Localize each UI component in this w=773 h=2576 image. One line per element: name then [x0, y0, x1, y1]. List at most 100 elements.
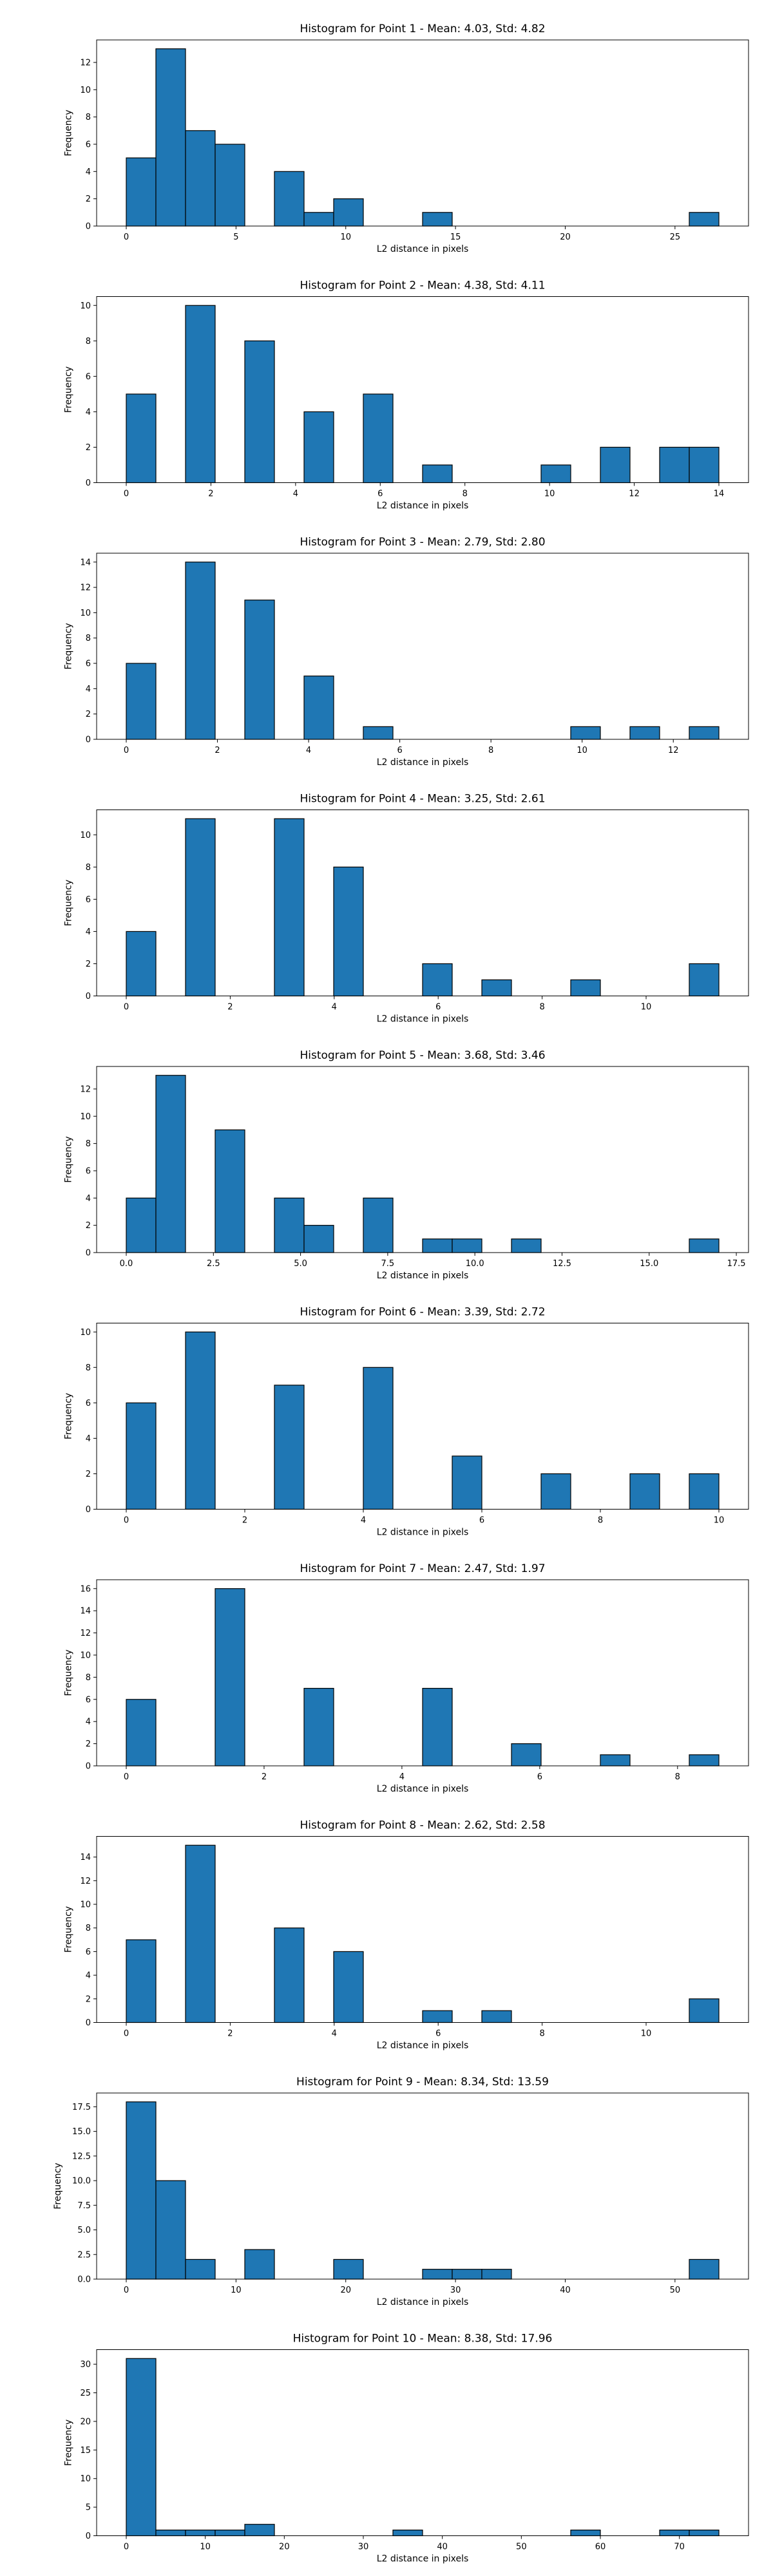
axes-frame: [96, 553, 749, 740]
x-tick-label: 4: [332, 1003, 337, 1012]
histogram-bar: [244, 600, 275, 740]
x-tick-label: 10: [641, 2029, 652, 2039]
histogram-bar: [274, 171, 305, 227]
x-axis-label: L2 distance in pixels: [377, 1014, 469, 1025]
histogram-bar: [659, 446, 690, 484]
chart-title-4: Histogram for Point 4 - Mean: 3.25, Std:…: [300, 793, 545, 806]
y-tick-label: 0: [86, 735, 91, 745]
y-tick-label: 12: [80, 1084, 91, 1094]
y-tick-label: 0.0: [77, 2275, 91, 2285]
histogram-bar: [422, 212, 453, 227]
x-tick-label: 60: [595, 2543, 606, 2552]
histogram-panel-4: Histogram for Point 4 - Mean: 3.25, Std:…: [63, 793, 749, 1025]
histogram-bar: [363, 1197, 394, 1253]
x-tick-label: 30: [450, 2286, 461, 2295]
y-tick-label: 14: [80, 1607, 91, 1616]
histogram-bar: [215, 1129, 245, 1253]
x-tick-label: 8: [539, 2029, 544, 2039]
x-tick-label: 2: [262, 1772, 267, 1782]
x-tick-label: 2: [208, 489, 213, 499]
histogram-bar: [422, 464, 453, 484]
histogram-bar: [422, 1687, 453, 1766]
x-tick-label: 15: [450, 232, 461, 242]
x-tick-label: 10: [544, 489, 555, 499]
x-axis-label: L2 distance in pixels: [377, 2041, 469, 2051]
y-tick-label: 10: [80, 1112, 91, 1122]
y-tick-label: 2: [86, 1739, 91, 1749]
y-tick-label: 8: [86, 1139, 91, 1149]
histogram-bar: [185, 2530, 216, 2537]
axes-frame: [96, 1066, 749, 1253]
x-tick-label: 8: [463, 489, 468, 499]
chart-title-3: Histogram for Point 3 - Mean: 2.79, Std:…: [300, 536, 545, 549]
x-tick-label: 20: [560, 232, 571, 242]
histogram-bar: [689, 212, 720, 227]
histogram-bar: [392, 2530, 423, 2537]
x-tick-label: 10: [200, 2543, 211, 2552]
x-axis-label: L2 distance in pixels: [377, 2554, 469, 2564]
histogram-bar: [126, 157, 157, 227]
histogram-bar: [570, 979, 601, 997]
chart-title-8: Histogram for Point 8 - Mean: 2.62, Std:…: [300, 1819, 545, 1832]
histogram-panel-7: Histogram for Point 7 - Mean: 2.47, Std:…: [63, 1562, 749, 1794]
y-tick-label: 10: [80, 86, 91, 95]
histogram-bar: [689, 2530, 720, 2537]
histogram-bar: [689, 1754, 720, 1766]
chart-title-2: Histogram for Point 2 - Mean: 4.38, Std:…: [300, 279, 545, 292]
x-tick-label: 2: [242, 1516, 247, 1526]
x-tick-label: 8: [598, 1516, 603, 1526]
y-tick-label: 0: [86, 1762, 91, 1772]
x-tick-label: 0: [124, 2286, 129, 2295]
x-tick-label: 20: [279, 2543, 290, 2552]
histogram-bar: [363, 393, 394, 484]
x-axis-label: L2 distance in pixels: [377, 244, 469, 254]
histogram-panel-9: Histogram for Point 9 - Mean: 8.34, Std:…: [53, 2076, 749, 2307]
x-tick-label: 4: [332, 2029, 337, 2039]
histogram-bar: [452, 1238, 482, 1253]
x-tick-label: 15.0: [640, 1259, 658, 1269]
y-tick-label: 4: [86, 408, 91, 417]
histogram-bar: [600, 446, 631, 484]
x-axis-label: L2 distance in pixels: [377, 501, 469, 511]
chart-title-1: Histogram for Point 1 - Mean: 4.03, Std:…: [300, 23, 545, 35]
histogram-bar: [126, 663, 157, 740]
y-tick-label: 15.0: [72, 2127, 91, 2137]
x-tick-label: 6: [435, 2029, 441, 2039]
x-tick-label: 10: [714, 1516, 725, 1526]
chart-title-7: Histogram for Point 7 - Mean: 2.47, Std:…: [300, 1562, 545, 1575]
x-tick-label: 12.5: [553, 1259, 571, 1269]
y-tick-label: 0: [86, 478, 91, 488]
y-tick-label: 12.5: [72, 2152, 91, 2161]
y-axis-label: Frequency: [63, 1649, 73, 1696]
y-tick-label: 14: [80, 558, 91, 567]
x-tick-label: 0.0: [120, 1259, 133, 1269]
chart-title-10: Histogram for Point 10 - Mean: 8.38, Std…: [293, 2333, 553, 2345]
histogram-bar: [422, 1238, 453, 1253]
y-tick-label: 2: [86, 960, 91, 969]
x-tick-label: 5: [233, 232, 238, 242]
histogram-bar: [244, 2524, 275, 2537]
histogram-bar: [303, 1225, 334, 1253]
histogram-bar: [155, 2530, 186, 2537]
histogram-bar: [540, 464, 571, 484]
y-tick-label: 0: [86, 2532, 91, 2541]
y-tick-label: 10: [80, 301, 91, 311]
histogram-bar: [126, 1402, 157, 1510]
y-tick-label: 5: [86, 2503, 91, 2513]
x-tick-label: 6: [479, 1516, 484, 1526]
axes-frame: [96, 1579, 749, 1766]
y-tick-label: 8: [86, 337, 91, 346]
x-tick-label: 12: [668, 746, 679, 755]
y-tick-label: 20: [80, 2417, 91, 2427]
histogram-bar: [215, 144, 245, 227]
y-tick-label: 10: [80, 1900, 91, 1910]
histogram-bar: [570, 2530, 601, 2537]
histogram-bar: [215, 2530, 245, 2537]
histogram-bar: [422, 2269, 453, 2280]
y-tick-label: 10: [80, 1651, 91, 1660]
axes-frame: [96, 39, 749, 227]
x-tick-label: 12: [629, 489, 640, 499]
histogram-bar: [303, 411, 334, 484]
x-tick-label: 6: [377, 489, 383, 499]
